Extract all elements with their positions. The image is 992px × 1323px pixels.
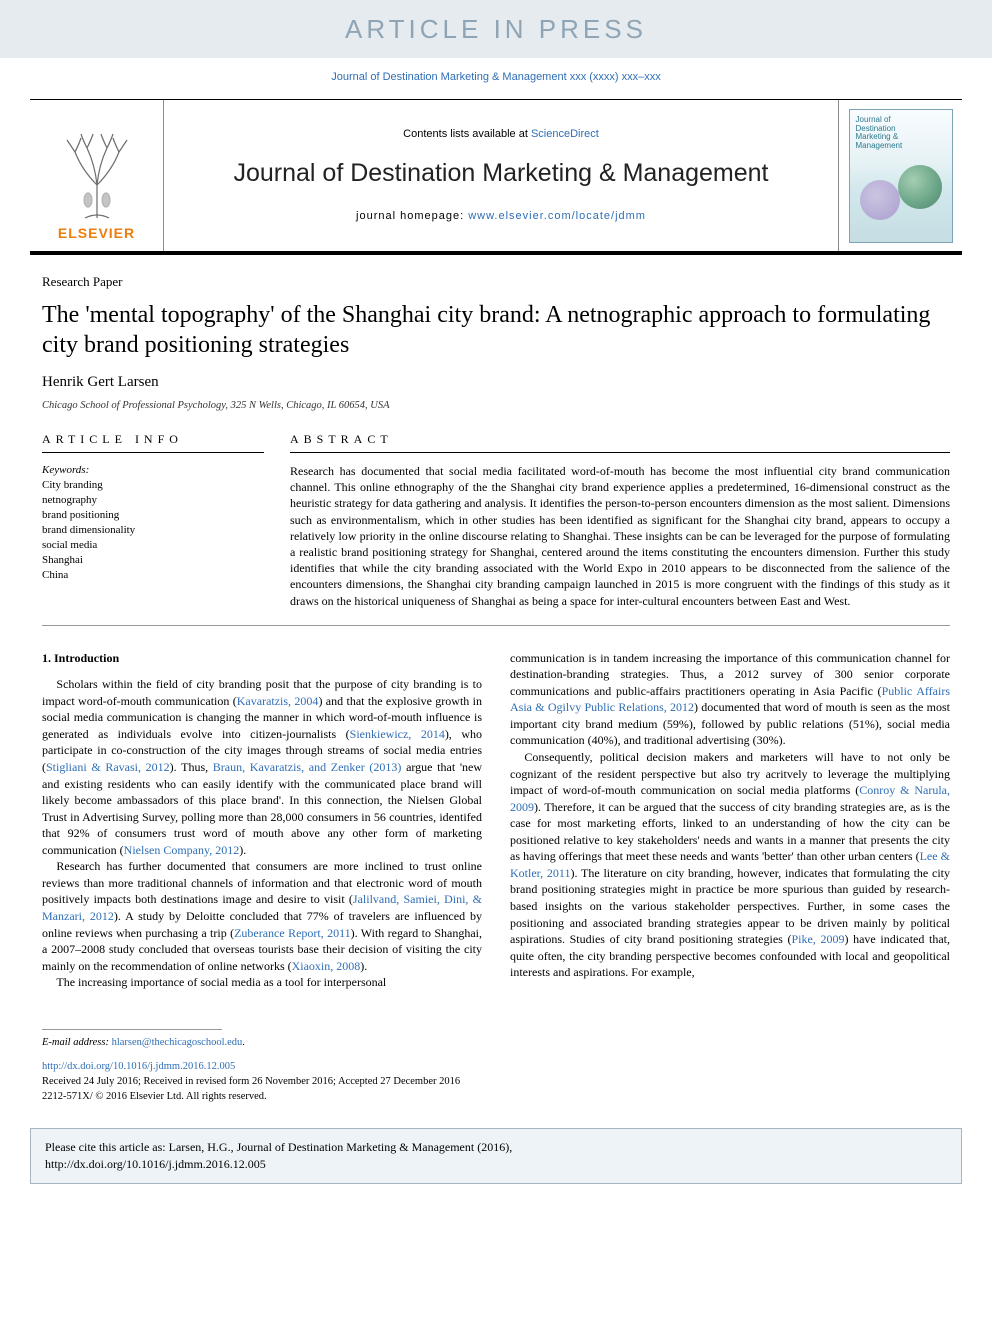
citation-box: Please cite this article as: Larsen, H.G… [30, 1128, 962, 1184]
keyword: netnography [42, 493, 264, 508]
article-info-column: ARTICLE INFO Keywords: City branding net… [42, 431, 264, 608]
article-content: Research Paper The 'mental topography' o… [0, 255, 992, 1006]
keyword: City branding [42, 478, 264, 493]
citation-link[interactable]: Kavaratzis, 2004 [237, 694, 319, 708]
sciencedirect-link[interactable]: ScienceDirect [531, 128, 599, 140]
paper-type-label: Research Paper [42, 273, 950, 291]
footer-separator [42, 1029, 222, 1030]
citation-link[interactable]: Xiaoxin, 2008 [292, 959, 361, 973]
publisher-name: ELSEVIER [58, 224, 135, 244]
author-name: Henrik Gert Larsen [42, 372, 950, 393]
journal-cover-block: Journal of Destination Marketing & Manag… [838, 100, 962, 251]
homepage-prefix: journal homepage: [356, 210, 468, 222]
keyword: brand positioning [42, 508, 264, 523]
keyword: Shanghai [42, 553, 264, 568]
body-paragraph: Consequently, political decision makers … [510, 749, 950, 981]
info-abstract-row: ARTICLE INFO Keywords: City branding net… [42, 431, 950, 625]
citation-link[interactable]: Zuberance Report, 2011 [234, 926, 351, 940]
keyword: brand dimensionality [42, 523, 264, 538]
contents-lists-line: Contents lists available at ScienceDirec… [403, 127, 599, 142]
citation-link[interactable]: Stigliani & Ravasi, 2012 [46, 760, 170, 774]
section-heading: 1. Introduction [42, 650, 482, 667]
body-paragraph: The increasing importance of social medi… [42, 974, 482, 991]
cover-globe-graphic [898, 165, 942, 209]
author-affiliation: Chicago School of Professional Psycholog… [42, 399, 950, 414]
contents-prefix: Contents lists available at [403, 128, 531, 140]
keyword: social media [42, 538, 264, 553]
cover-swirl-graphic [860, 180, 900, 220]
journal-title: Journal of Destination Marketing & Manag… [233, 156, 768, 191]
article-in-press-banner: ARTICLE IN PRESS [0, 0, 992, 58]
article-title: The 'mental topography' of the Shanghai … [42, 300, 950, 360]
journal-reference-header: Journal of Destination Marketing & Manag… [0, 58, 992, 99]
citation-line-2: http://dx.doi.org/10.1016/j.jdmm.2016.12… [45, 1156, 947, 1173]
copyright-line: 2212-571X/ © 2016 Elsevier Ltd. All righ… [42, 1090, 950, 1105]
elsevier-tree-icon [57, 130, 137, 220]
keyword: China [42, 568, 264, 583]
citation-link[interactable]: Sienkiewicz, 2014 [350, 727, 445, 741]
publisher-logo-block: ELSEVIER [30, 100, 164, 251]
body-paragraph: Research has further documented that con… [42, 858, 482, 974]
abstract-text: Research has documented that social medi… [290, 463, 950, 609]
doi-link[interactable]: http://dx.doi.org/10.1016/j.jdmm.2016.12… [42, 1061, 235, 1072]
cover-title-text: Journal of Destination Marketing & Manag… [856, 116, 903, 151]
journal-homepage-line: journal homepage: www.elsevier.com/locat… [356, 209, 646, 224]
keywords-label: Keywords: [42, 463, 264, 478]
abstract-heading: ABSTRACT [290, 431, 950, 453]
journal-header-center: Contents lists available at ScienceDirec… [164, 100, 838, 251]
abstract-column: ABSTRACT Research has documented that so… [290, 431, 950, 608]
journal-homepage-link[interactable]: www.elsevier.com/locate/jdmm [468, 210, 646, 222]
author-email-link[interactable]: hlarsen@thechicagoschool.edu [112, 1037, 243, 1048]
article-body: 1. Introduction Scholars within the fiel… [42, 650, 950, 991]
citation-link[interactable]: Braun, Kavaratzis, and Zenker (2013) [213, 760, 402, 774]
journal-header: ELSEVIER Contents lists available at Sci… [30, 99, 962, 255]
email-line: E-mail address: hlarsen@thechicagoschool… [42, 1036, 950, 1051]
citation-line-1: Please cite this article as: Larsen, H.G… [45, 1139, 947, 1156]
citation-link[interactable]: Pike, 2009 [791, 932, 844, 946]
journal-cover-thumbnail: Journal of Destination Marketing & Manag… [849, 109, 953, 243]
received-dates: Received 24 July 2016; Received in revis… [42, 1075, 950, 1090]
citation-link[interactable]: Nielsen Company, 2012 [124, 843, 240, 857]
body-paragraph: communication is in tandem increasing th… [510, 650, 950, 749]
article-info-heading: ARTICLE INFO [42, 431, 264, 453]
article-footer: E-mail address: hlarsen@thechicagoschool… [0, 1036, 992, 1121]
body-paragraph: Scholars within the field of city brandi… [42, 676, 482, 858]
